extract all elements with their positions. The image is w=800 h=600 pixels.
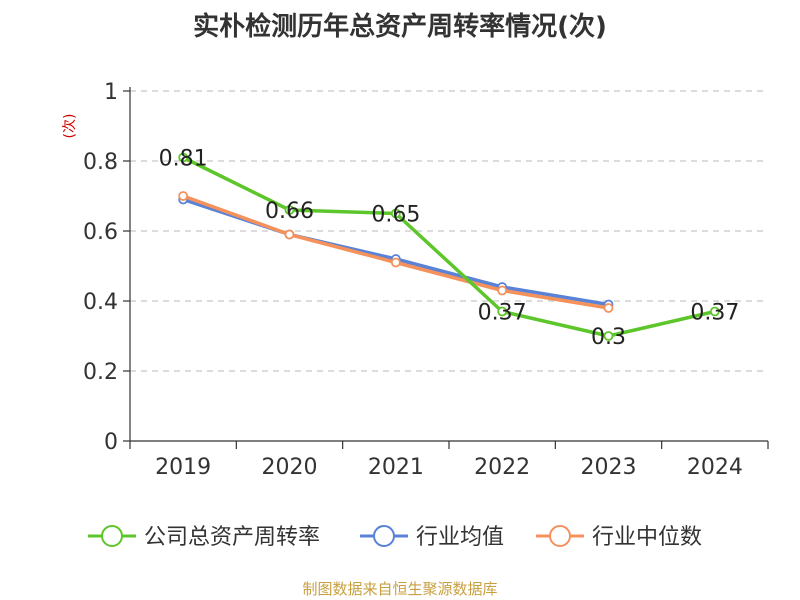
chart-title: 实朴检测历年总资产周转率情况(次) xyxy=(193,12,607,42)
grid-lines xyxy=(130,90,768,372)
data-point xyxy=(178,191,189,201)
data-label: 0.37 xyxy=(478,301,527,326)
legend-label: 行业均值 xyxy=(416,525,504,550)
x-tick-label: 2019 xyxy=(155,455,211,480)
data-point xyxy=(284,205,295,215)
y-tick-label: 0 xyxy=(104,430,118,455)
legend-item[interactable]: 公司总资产周转率 xyxy=(88,525,320,550)
data-label: 0.66 xyxy=(265,199,314,224)
legend-item[interactable]: 行业均值 xyxy=(360,525,504,550)
x-tick-label: 2023 xyxy=(581,455,637,480)
data-point xyxy=(390,257,401,268)
y-tick-label: 0.4 xyxy=(83,290,118,315)
data-point xyxy=(603,331,614,341)
legend-label: 公司总资产周转率 xyxy=(144,525,320,550)
data-point xyxy=(497,306,508,317)
data-label: 0.81 xyxy=(159,147,208,172)
x-tick-label: 2021 xyxy=(368,455,424,480)
x-tick-label: 2020 xyxy=(262,455,318,480)
data-point xyxy=(284,229,295,240)
y-tick-label: 0.2 xyxy=(83,360,118,385)
legend-label: 行业中位数 xyxy=(592,525,702,550)
x-tick-label: 2024 xyxy=(687,455,743,480)
data-label: 0.65 xyxy=(371,203,420,228)
data-point xyxy=(709,306,720,317)
y-tick-label: 0.6 xyxy=(83,220,118,245)
data-point xyxy=(603,303,614,313)
data-label: 0.37 xyxy=(690,301,739,326)
data-point xyxy=(390,208,401,219)
legend-marker xyxy=(549,525,571,547)
legend-item[interactable]: 行业中位数 xyxy=(536,525,702,550)
y-tick-label: 1 xyxy=(104,80,118,105)
data-labels: 0.81 0.66 0.65 0.37 0.3 0.37 xyxy=(159,147,740,351)
y-axis-unit: (次) xyxy=(62,114,78,139)
y-tick-label: 0.8 xyxy=(83,150,118,175)
data-point xyxy=(497,285,508,296)
series xyxy=(178,152,720,341)
data-point xyxy=(178,152,189,163)
legend: 公司总资产周转率 行业均值 行业中位数 xyxy=(88,525,702,550)
source-note: 制图数据来自恒生聚源数据库 xyxy=(302,580,498,598)
legend-marker xyxy=(373,525,395,547)
x-tick-label: 2022 xyxy=(474,455,530,480)
series-line-0 xyxy=(182,155,716,338)
data-label: 0.3 xyxy=(591,325,626,350)
legend-marker xyxy=(101,525,123,547)
